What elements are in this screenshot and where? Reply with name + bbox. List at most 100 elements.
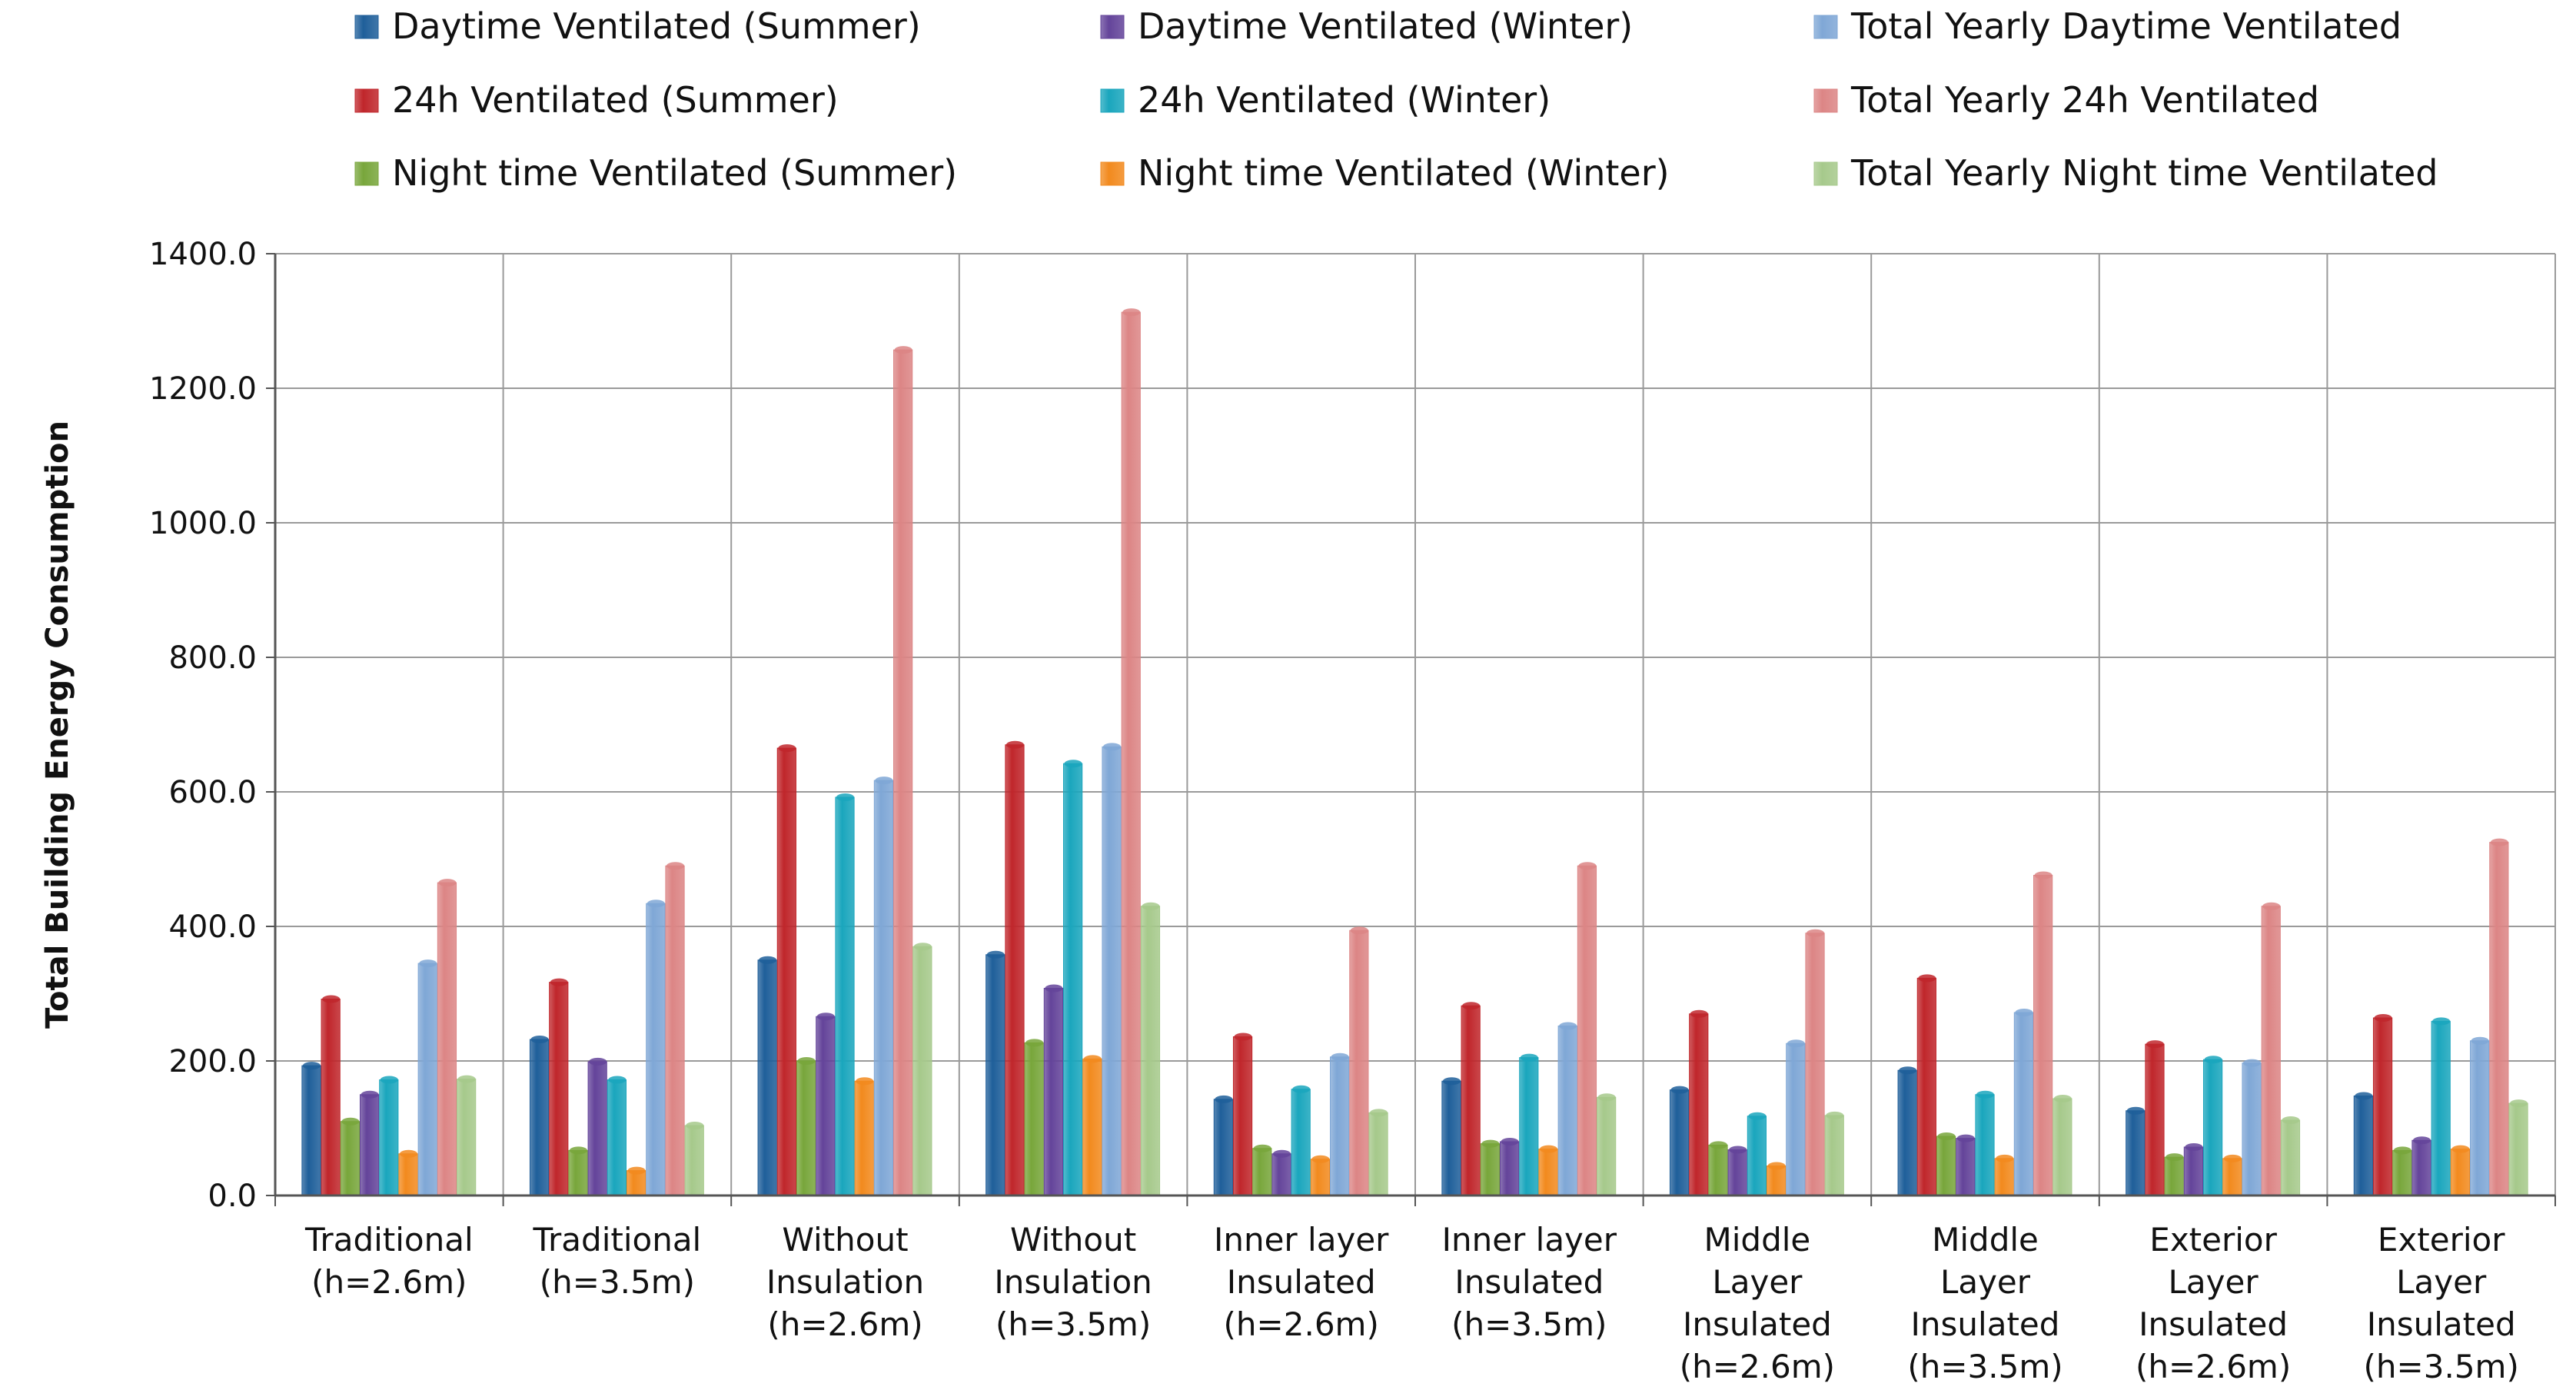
bar-cap-5-2 (856, 1077, 874, 1086)
bar-4-0 (379, 1079, 399, 1196)
bar-cap-7-5 (1578, 862, 1597, 870)
bar-cap-5-3 (1083, 1055, 1102, 1063)
bar-5-6 (1767, 1166, 1787, 1196)
bar-cap-0-3 (986, 950, 1005, 959)
bar-7-9 (2489, 842, 2509, 1196)
bar-cap-3-5 (1501, 1138, 1519, 1146)
bar-3-2 (816, 1016, 836, 1196)
bar-cap-3-1 (589, 1057, 607, 1066)
bar-cap-0-9 (2355, 1092, 2373, 1100)
bar-3-4 (1271, 1153, 1291, 1196)
bar-cap-2-5 (1481, 1139, 1500, 1148)
legend-swatch (1100, 88, 1125, 113)
legend-label: Night time Ventilated (Summer) (392, 152, 957, 194)
legend-label: Total Yearly Night time Ventilated (1850, 152, 2438, 194)
bar-cap-8-5 (1597, 1093, 1616, 1102)
bars (301, 308, 2528, 1196)
bar-4-6 (1747, 1116, 1767, 1196)
bar-6-7 (2013, 1012, 2034, 1196)
gridlines (274, 253, 2556, 1196)
bar-7-8 (2261, 906, 2281, 1196)
bar-7-3 (1121, 311, 1141, 1196)
y-tick-label: 0.0 (208, 1179, 257, 1214)
y-axis-title: Total Building Energy Consumption (40, 421, 75, 1029)
bar-cap-0-2 (759, 956, 777, 964)
bar-cap-5-6 (1767, 1162, 1786, 1170)
bar-cap-6-2 (875, 776, 893, 785)
bar-0-8 (2126, 1110, 2146, 1196)
bar-3-6 (1727, 1149, 1747, 1196)
bar-cap-6-4 (1331, 1052, 1349, 1061)
bar-8-9 (2508, 1102, 2528, 1196)
bar-cap-2-1 (569, 1146, 588, 1155)
bar-cap-3-0 (361, 1090, 379, 1099)
bar-4-2 (835, 796, 855, 1196)
bar-cap-7-3 (1122, 308, 1141, 317)
bar-cap-6-5 (1559, 1022, 1577, 1030)
bar-cap-2-4 (1253, 1144, 1271, 1152)
bar-3-5 (1499, 1141, 1520, 1196)
bar-0-4 (1213, 1099, 1233, 1196)
bar-4-8 (2202, 1059, 2223, 1196)
bar-1-8 (2145, 1043, 2165, 1196)
bar-cap-5-9 (2451, 1145, 2470, 1153)
bar-7-5 (1577, 865, 1597, 1196)
bar-1-5 (1461, 1005, 1481, 1196)
x-category-label: Traditional (h=2.6m) (304, 1221, 474, 1301)
legend-swatch (354, 88, 379, 113)
legend-item: Night time Ventilated (Summer) (354, 152, 957, 194)
legend-label: Total Yearly Daytime Ventilated (1850, 5, 2401, 47)
bar-1-0 (321, 999, 341, 1196)
bar-cap-2-6 (1709, 1141, 1728, 1149)
bar-cap-3-9 (2412, 1136, 2431, 1145)
bar-5-7 (1994, 1158, 2014, 1196)
bar-cap-6-0 (419, 959, 437, 968)
legend-swatch (1100, 15, 1125, 39)
bar-2-4 (1252, 1148, 1272, 1196)
bar-cap-0-0 (302, 1062, 321, 1070)
bar-2-0 (340, 1121, 360, 1196)
bar-cap-7-4 (1350, 926, 1368, 935)
bar-cap-0-4 (1215, 1095, 1233, 1103)
y-tick-label: 200.0 (168, 1044, 257, 1079)
bar-cap-3-3 (1045, 984, 1063, 993)
bar-cap-8-8 (2282, 1116, 2300, 1124)
bar-cap-0-1 (530, 1036, 549, 1043)
bar-2-7 (1936, 1136, 1956, 1196)
bar-0-9 (2353, 1096, 2373, 1196)
legend-swatch (354, 161, 379, 186)
bar-cap-7-2 (894, 346, 912, 354)
bar-1-3 (1005, 744, 1025, 1196)
y-tick-label: 1200.0 (149, 371, 257, 407)
bar-5-5 (1538, 1149, 1558, 1196)
bar-cap-5-0 (399, 1149, 418, 1158)
bar-cap-1-8 (2146, 1040, 2165, 1049)
bar-cap-3-4 (1272, 1149, 1291, 1158)
bar-7-6 (1805, 933, 1825, 1196)
bar-cap-1-5 (1462, 1002, 1481, 1010)
bar-6-2 (873, 780, 894, 1196)
bar-cap-1-9 (2374, 1014, 2392, 1022)
bar-cap-3-8 (2185, 1143, 2203, 1151)
bar-6-5 (1557, 1026, 1577, 1196)
legend-item: Daytime Ventilated (Winter) (1100, 5, 1633, 47)
legend-label: Total Yearly 24h Ventilated (1850, 79, 2319, 121)
bar-cap-8-3 (1142, 902, 1160, 910)
bar-3-9 (2411, 1139, 2431, 1196)
bar-cap-3-2 (816, 1013, 835, 1021)
bar-2-5 (1480, 1143, 1500, 1196)
legend-label: 24h Ventilated (Summer) (392, 79, 839, 121)
bar-3-0 (359, 1094, 380, 1196)
bar-cap-7-0 (438, 879, 457, 887)
bar-5-2 (854, 1080, 874, 1196)
bar-8-8 (2280, 1119, 2301, 1196)
y-tick-label: 1000.0 (149, 506, 257, 541)
bar-cap-5-4 (1311, 1155, 1330, 1163)
bar-6-9 (2470, 1040, 2490, 1196)
bar-3-7 (1956, 1138, 1976, 1196)
bar-cap-4-0 (380, 1076, 398, 1084)
legend-item: Night time Ventilated (Winter) (1100, 152, 1670, 194)
bar-cap-2-8 (2166, 1153, 2184, 1162)
y-tick-label: 800.0 (168, 640, 257, 676)
